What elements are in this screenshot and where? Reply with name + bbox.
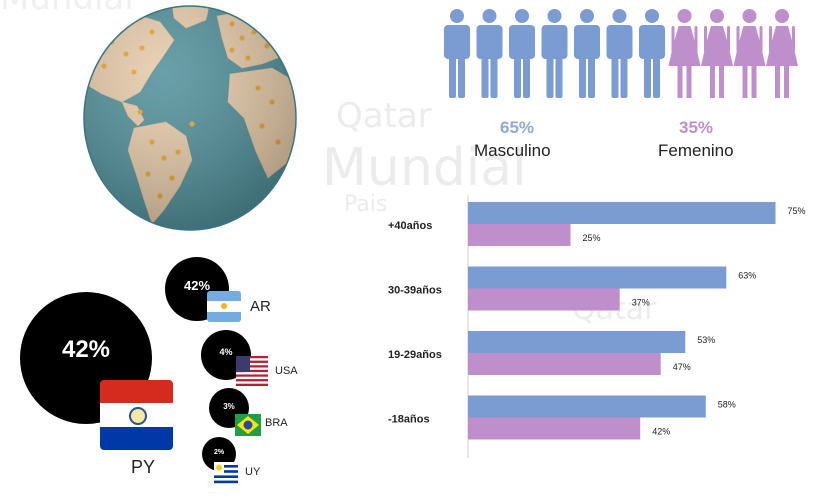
- brazil-flag-icon: [235, 414, 261, 436]
- bar-value-label: 25%: [583, 233, 601, 243]
- bar-series-2: [468, 288, 620, 311]
- country-label-py: PY: [131, 457, 156, 477]
- usa-flag-icon: [236, 356, 268, 386]
- male-person-icon: [541, 9, 568, 98]
- bar-series-1: [468, 266, 727, 289]
- uruguay-flag-icon: [214, 462, 238, 486]
- category-label: +40años: [388, 220, 432, 232]
- bubble-py-value: 42%: [61, 336, 111, 363]
- venue-dot: [275, 31, 281, 37]
- male-person-icon: [509, 9, 535, 98]
- bar-series-2: [468, 417, 641, 440]
- female-person-icon: [668, 9, 701, 98]
- bar-value-label: 63%: [738, 271, 756, 281]
- bar-value-label: 75%: [788, 206, 806, 216]
- bubble-uy-value: 2%: [213, 448, 225, 456]
- male-person-icon: [444, 9, 470, 98]
- female-person-icon: [766, 9, 798, 98]
- bar-value-label: 42%: [652, 427, 670, 437]
- paraguay-flag-icon: [100, 380, 173, 450]
- watermark-word: Qatar: [336, 96, 432, 136]
- bubble-ar-value: 42%: [183, 277, 211, 293]
- country-label-bra: BRA: [265, 417, 288, 429]
- bar-series-2: [468, 224, 571, 246]
- female-person-icon: [701, 9, 733, 98]
- bar-value-label: 53%: [697, 335, 715, 345]
- country-label-ar: AR: [250, 298, 271, 315]
- bar-value-label: 58%: [718, 400, 736, 410]
- country-label-uy: UY: [245, 466, 261, 478]
- male-person-icon: [476, 9, 503, 98]
- age-bar-chart: +40años 75% 25% 30-39años 63% 37% 19-29años 53%…: [388, 195, 806, 458]
- male-person-icon: [606, 9, 633, 98]
- gender-pictogram: [444, 9, 798, 98]
- argentina-flag-icon: [207, 291, 241, 322]
- bar-series-2: [468, 353, 661, 375]
- bar-series-1: [468, 331, 686, 353]
- female-label: Femenino: [658, 141, 734, 160]
- bar-series-1: [468, 202, 776, 224]
- male-label: Masculino: [474, 141, 551, 160]
- bar-series-1: [468, 395, 706, 418]
- bar-value-label: 37%: [632, 298, 650, 308]
- male-percent: 65%: [500, 118, 535, 137]
- globe-map: [83, 5, 297, 231]
- country-label-usa: USA: [275, 365, 298, 377]
- male-person-icon: [639, 9, 665, 98]
- bubble-usa-value: 4%: [219, 347, 233, 357]
- bubble-bra-value: 3%: [223, 401, 235, 411]
- category-label: -18años: [388, 414, 430, 426]
- male-person-icon: [574, 9, 600, 98]
- female-percent: 35%: [679, 118, 714, 137]
- bar-value-label: 47%: [673, 362, 691, 372]
- category-label: 30-39años: [388, 285, 442, 297]
- category-label: 19-29años: [388, 349, 442, 361]
- female-person-icon: [733, 9, 766, 98]
